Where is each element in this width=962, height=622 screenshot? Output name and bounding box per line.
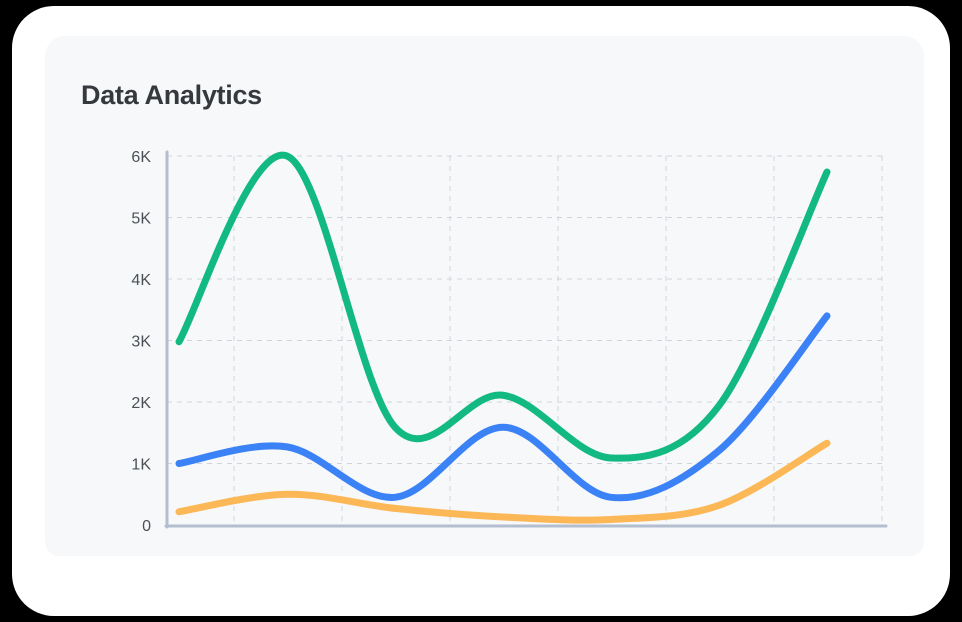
- series-line: [175, 439, 831, 524]
- y-axis-tick: 2K: [131, 395, 151, 412]
- data-point-marker: [823, 312, 831, 320]
- data-point-marker: [175, 460, 183, 467]
- data-point-marker: [823, 440, 831, 447]
- data-point-marker: [715, 447, 723, 454]
- y-axis-tick: 6K: [131, 149, 151, 166]
- y-axis-tick: 1K: [131, 457, 151, 474]
- series-line: [175, 151, 831, 462]
- y-axis-tick: 3K: [131, 334, 151, 351]
- data-point-marker: [175, 508, 183, 515]
- data-point-marker: [391, 424, 399, 431]
- chart-panel: Data Analytics 0 1K 2K 3K 4K 5K 6K: [45, 36, 924, 556]
- data-point-marker: [607, 494, 615, 501]
- data-point-marker: [607, 454, 615, 462]
- series-green-series: [175, 151, 831, 462]
- data-point-marker: [283, 443, 291, 451]
- data-point-marker: [715, 402, 723, 409]
- data-point-marker: [823, 168, 831, 176]
- data-point-marker: [607, 516, 615, 523]
- y-axis-tick: 0: [142, 518, 151, 535]
- series-blue-series: [175, 312, 831, 502]
- line-chart-svg: 0 1K 2K 3K 4K 5K 6K: [131, 149, 888, 535]
- data-point-marker: [499, 424, 507, 431]
- series-orange-series: [175, 439, 831, 524]
- data-point-marker: [499, 513, 507, 521]
- data-point-marker: [391, 494, 399, 501]
- data-point-marker: [499, 392, 507, 399]
- chart-plot-area: 0 1K 2K 3K 4K 5K 6K: [45, 36, 924, 556]
- chart-card: Data Analytics 0 1K 2K 3K 4K 5K 6K: [12, 6, 950, 616]
- series-line: [175, 312, 831, 502]
- data-point-marker: [283, 152, 291, 160]
- chart-axes: [164, 150, 888, 529]
- data-point-marker: [715, 502, 723, 509]
- y-axis-tick: 4K: [131, 272, 151, 289]
- y-axis-tick-labels: 0 1K 2K 3K 4K 5K 6K: [131, 149, 151, 535]
- data-point-marker: [175, 338, 183, 345]
- grid-lines: [167, 155, 884, 526]
- y-axis-tick: 5K: [131, 211, 151, 228]
- page-title: Data Analytics: [81, 80, 262, 110]
- data-point-marker: [391, 505, 399, 512]
- data-point-marker: [283, 491, 291, 498]
